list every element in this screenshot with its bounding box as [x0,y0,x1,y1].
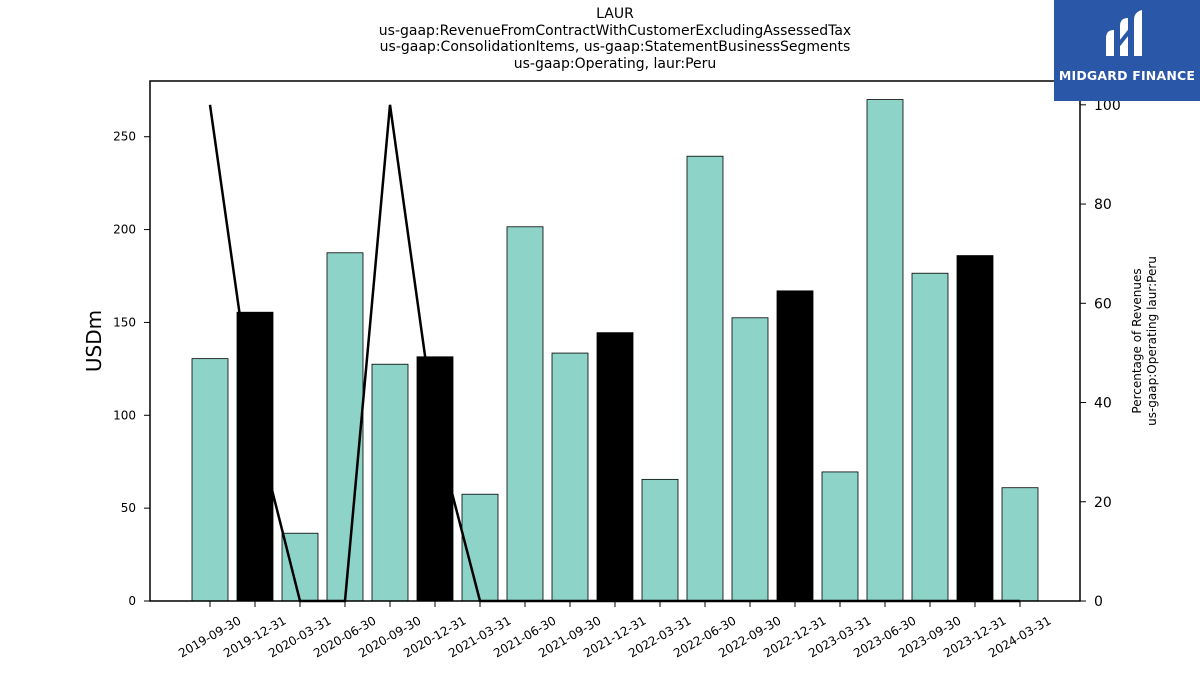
title-line-members: us-gaap:Operating, laur:Peru [513,55,717,72]
bar-2022-06-30 [686,155,724,602]
bar-2022-12-31 [776,290,814,602]
bar-2022-03-31 [641,478,679,602]
bars-layer [191,99,1039,602]
bar-2021-12-31 [596,332,634,602]
bar-2023-03-31 [821,471,859,602]
title-line-ticker: LAUR [596,6,634,22]
right-tick-label-60: 60 [1094,296,1112,312]
left-tick-label-250: 250 [113,130,136,144]
bar-2022-09-30 [731,317,769,602]
bar-2024-03-31 [1001,487,1039,602]
left-tick-label-50: 50 [121,501,136,515]
y-axis-label: USDm [82,310,106,372]
x-axis: 2019-09-302019-12-312020-03-312020-06-30… [176,601,1054,660]
left-tick-label-0: 0 [128,594,136,608]
left-axis: 0 50 100 150 200 250 [113,130,150,608]
bar-2021-09-30 [551,352,589,602]
right-axis: 0 20 40 60 80 100 [1080,98,1121,610]
midgard-logo-icon [1106,10,1142,56]
title-line-concept: us-gaap:RevenueFromContractWithCustomerE… [378,22,852,39]
bar-2021-03-31 [461,493,499,602]
right-tick-label-40: 40 [1094,396,1112,412]
bar-2020-12-31 [416,356,454,602]
right-tick-label-20: 20 [1094,495,1112,511]
bar-2023-12-31 [956,255,994,602]
left-tick-label-200: 200 [113,223,136,237]
bar-2020-06-30 [326,252,364,602]
bar-2021-06-30 [506,226,544,602]
bar-2019-09-30 [191,358,229,602]
right-tick-label-80: 80 [1094,197,1112,213]
bar-2020-03-31 [281,532,319,602]
bar-2023-06-30 [866,99,904,602]
chart-title: LAUR us-gaap:RevenueFromContractWithCust… [215,6,1015,72]
left-tick-label-100: 100 [113,408,136,422]
bar-2023-09-30 [911,272,949,602]
logo-text: MIDGARD FINANCE [1058,68,1196,83]
left-tick-label-150: 150 [113,315,136,329]
bar-2020-09-30 [371,363,409,602]
bar-2019-12-31 [236,311,274,602]
secondary-y-axis-label-line2: us-gaap:Operating laur:Peru [1145,256,1159,426]
brand-logo: MIDGARD FINANCE [1054,0,1200,101]
right-tick-label-100: 100 [1094,98,1121,114]
title-line-axes: us-gaap:ConsolidationItems, us-gaap:Stat… [379,39,851,55]
secondary-y-axis-label-line1: Percentage of Revenues [1130,268,1144,413]
right-tick-label-0: 0 [1094,594,1103,610]
